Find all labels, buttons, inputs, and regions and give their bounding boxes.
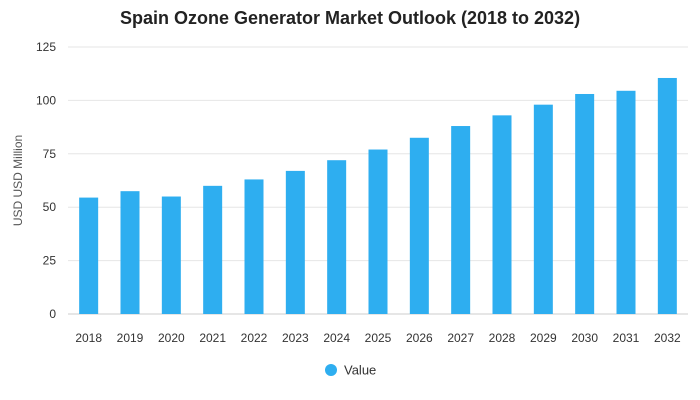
bar-2031[interactable] (616, 90, 636, 315)
bar-2022[interactable] (244, 179, 264, 314)
x-tick-label: 2032 (654, 331, 681, 345)
bar-2027[interactable] (451, 126, 471, 314)
y-tick-label: 0 (49, 307, 56, 321)
bar-2024[interactable] (327, 160, 347, 314)
x-tick-label: 2021 (199, 331, 226, 345)
bar-2023[interactable] (285, 170, 305, 314)
y-tick-label: 25 (43, 254, 57, 268)
legend-label: Value (344, 363, 376, 378)
bar-2026[interactable] (409, 137, 429, 314)
x-tick-label: 2030 (571, 331, 598, 345)
bar-2032[interactable] (657, 77, 677, 314)
bar-2029[interactable] (533, 104, 553, 314)
x-tick-label: 2023 (282, 331, 309, 345)
bars (79, 77, 677, 315)
x-tick-label: 2022 (241, 331, 268, 345)
y-tick-label: 50 (43, 200, 57, 214)
x-tick-label: 2029 (530, 331, 557, 345)
x-tick-label: 2027 (447, 331, 474, 345)
x-tick-label: 2026 (406, 331, 433, 345)
y-tick-label: 125 (36, 40, 56, 54)
x-axis-ticks: 2018 2019 2020 2021 2022 2023 2024 2025 2026 2027… (75, 331, 681, 345)
bar-2021[interactable] (203, 185, 223, 314)
x-tick-label: 2031 (613, 331, 640, 345)
y-axis-title: USD USD Million (11, 135, 25, 226)
bar-2028[interactable] (492, 115, 512, 315)
bar-2030[interactable] (575, 93, 595, 314)
bar-2018[interactable] (79, 197, 99, 314)
x-tick-label: 2025 (365, 331, 392, 345)
bar-2025[interactable] (368, 149, 388, 314)
x-tick-label: 2028 (489, 331, 516, 345)
x-tick-label: 2020 (158, 331, 185, 345)
x-tick-label: 2024 (323, 331, 350, 345)
bar-2020[interactable] (161, 196, 181, 314)
x-tick-label: 2018 (75, 331, 102, 345)
y-tick-label: 75 (43, 147, 57, 161)
bar-2019[interactable] (120, 191, 140, 314)
x-tick-label: 2019 (117, 331, 144, 345)
y-tick-label: 100 (36, 93, 56, 107)
y-axis-ticks: 0 25 50 75 100 125 (36, 40, 56, 321)
legend[interactable]: Value (325, 363, 376, 378)
legend-marker (325, 364, 337, 376)
chart-title: Spain Ozone Generator Market Outlook (20… (119, 8, 581, 28)
